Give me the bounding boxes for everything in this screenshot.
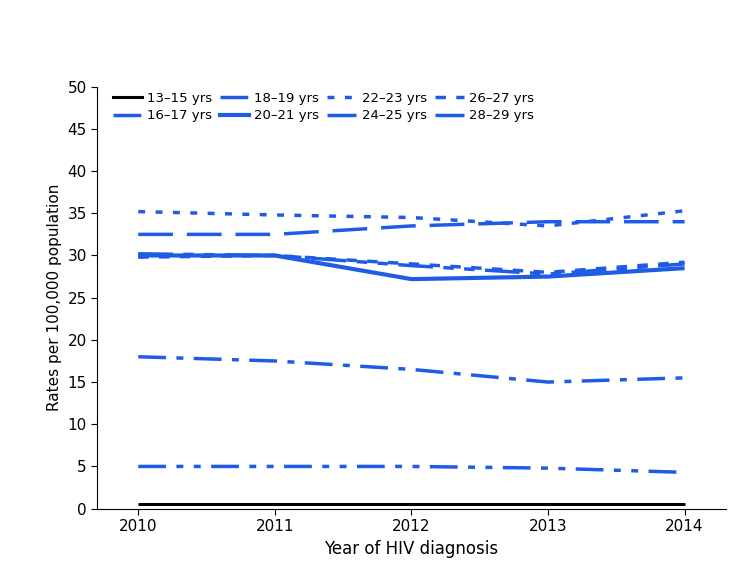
Y-axis label: Rates per 100,000 population: Rates per 100,000 population bbox=[47, 184, 62, 412]
X-axis label: Year of HIV diagnosis: Year of HIV diagnosis bbox=[325, 540, 498, 558]
Legend: 13–15 yrs, 16–17 yrs, 18–19 yrs, 20–21 yrs, 22–23 yrs, 24–25 yrs, 26–27 yrs, 28–: 13–15 yrs, 16–17 yrs, 18–19 yrs, 20–21 y… bbox=[110, 89, 536, 125]
